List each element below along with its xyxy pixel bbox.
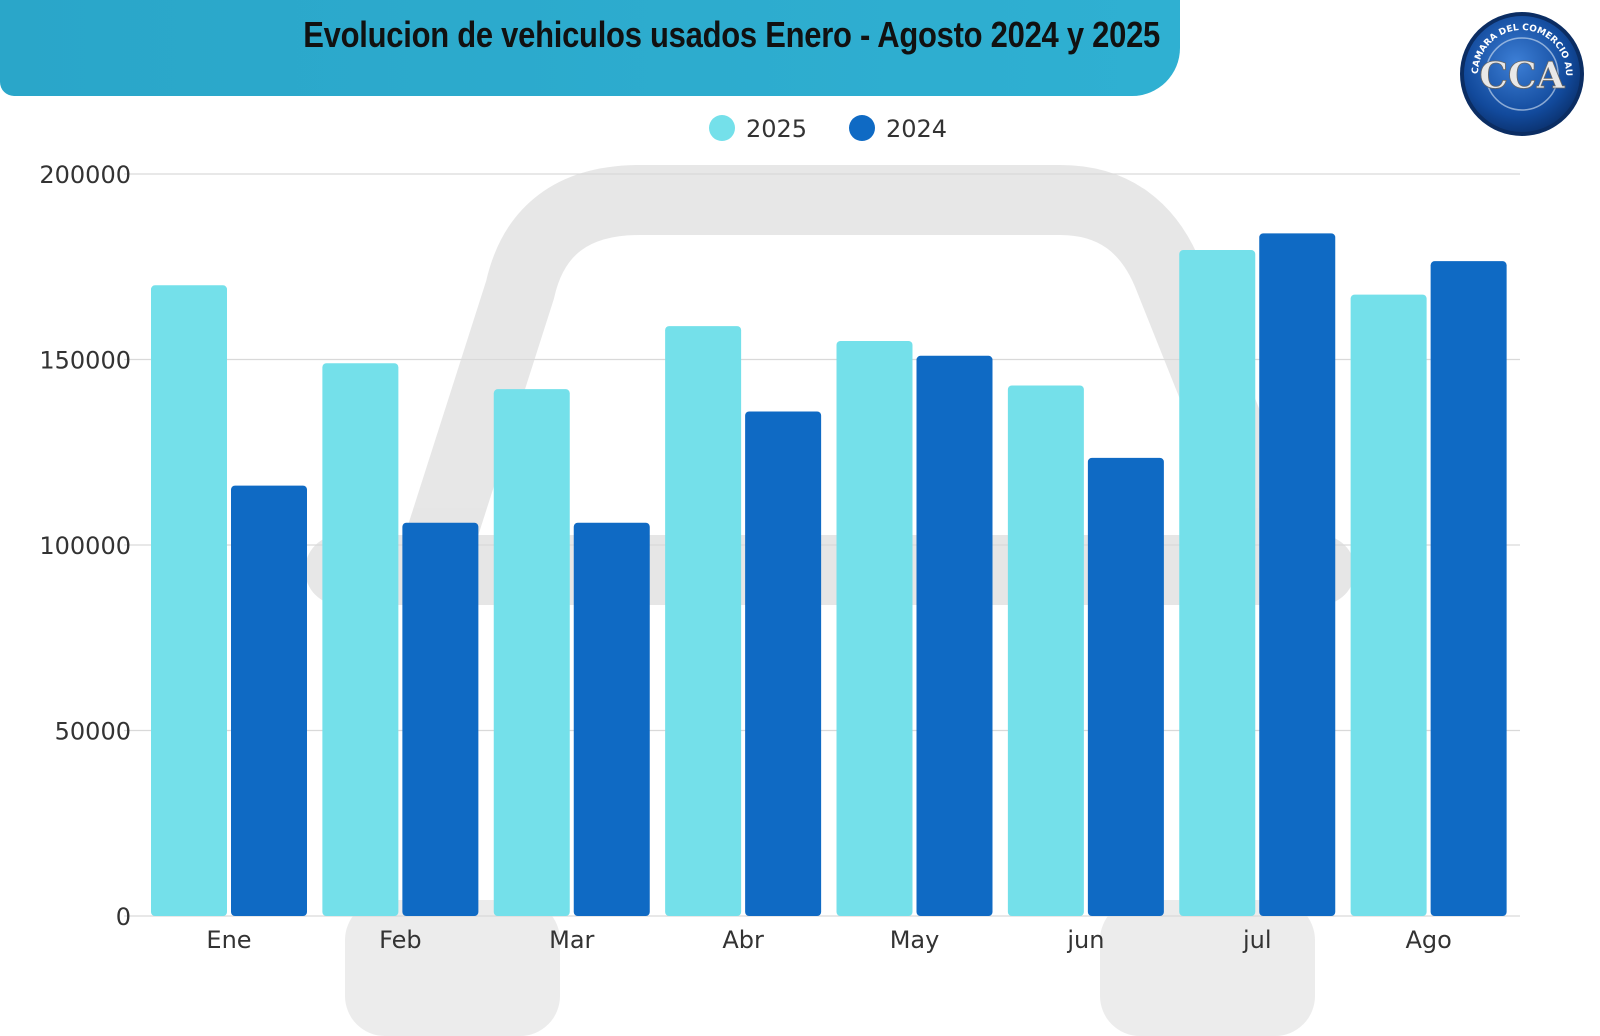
bar-2025-jun [1007,385,1084,917]
bar-2024-Abr [745,411,822,916]
bar-2024-Ene [231,485,307,916]
bar-2024-jun [1087,457,1164,916]
legend: 2025 2024 [709,115,947,143]
logo-initials: CCA [1479,55,1565,97]
chart-title: Evolucion de vehiculos usados Enero - Ag… [303,14,1160,55]
x-axis-ticks: Ene Feb Mar Abr May jun jul Ago [206,926,1451,954]
bar-2025-Mar [493,389,570,916]
bar-2025-May [836,340,913,916]
y-tick-label: 50000 [55,718,131,746]
cca-logo-icon: CAMARA DEL COMERCIO AUTOMOTOR CCA [1458,10,1584,136]
x-tick-label: Mar [549,926,594,954]
bar-2024-jul [1259,233,1336,917]
x-tick-label: jun [1066,926,1104,954]
bar-2025-Feb [322,363,399,917]
bar-2024-Ago [1430,261,1507,916]
bars [151,233,1507,917]
legend-swatch-2024 [849,115,875,141]
bar-2024-Feb [402,522,479,916]
y-axis-ticks: 200000 150000 100000 50000 0 [39,161,131,931]
title-banner: Evolucion de vehiculos usados Enero - Ag… [0,0,1180,96]
bar-2024-Mar [573,522,650,916]
x-tick-label: Ene [206,926,251,954]
x-tick-label: jul [1242,926,1272,954]
y-tick-label: 150000 [39,347,131,375]
x-tick-label: Feb [379,926,422,954]
y-tick-label: 200000 [39,161,131,189]
legend-label-2025: 2025 [746,115,807,143]
bar-2025-Ene [151,285,227,916]
x-tick-label: Abr [722,926,764,954]
y-tick-label: 0 [116,903,131,931]
x-tick-label: Ago [1405,926,1451,954]
bar-2025-Abr [665,326,742,916]
bar-2025-jul [1179,250,1256,916]
y-tick-label: 100000 [39,532,131,560]
car-wheels-watermark [345,900,1315,1036]
car-watermark-icon [305,165,1355,605]
legend-label-2024: 2024 [886,115,947,143]
bar-2025-Ago [1350,294,1427,916]
legend-swatch-2025 [709,115,735,141]
x-tick-label: May [890,926,940,954]
bar-2024-May [916,355,993,916]
